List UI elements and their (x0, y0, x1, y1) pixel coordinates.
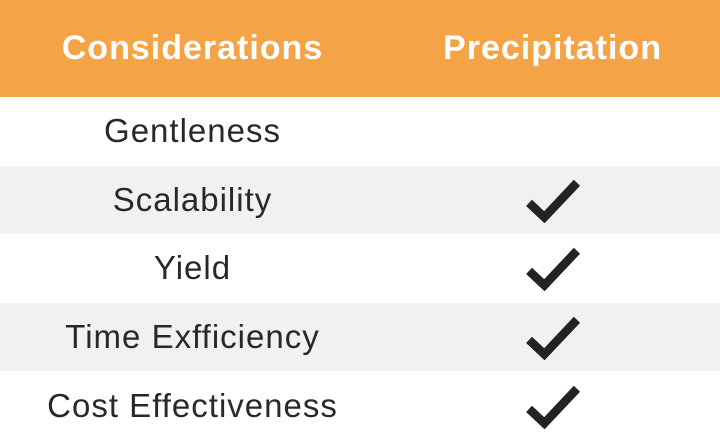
table-row: Cost Effectiveness (0, 371, 720, 440)
header-considerations: Considerations (61, 29, 324, 67)
precipitation-cell (385, 303, 720, 372)
check-icon (525, 248, 580, 292)
table-row: Time Exfficiency (0, 302, 720, 372)
consideration-label: Time Exfficiency (65, 318, 320, 356)
precipitation-cell (385, 371, 720, 440)
consideration-label: Scalability (112, 180, 273, 218)
precipitation-cell (385, 97, 720, 166)
precipitation-cell (385, 234, 720, 303)
precipitation-cell (385, 166, 720, 235)
table-row: Yield (0, 234, 720, 303)
consideration-label: Yield (153, 249, 232, 287)
check-icon (525, 316, 580, 361)
consideration-label: Cost Effectiveness (47, 386, 338, 424)
header-precipitation: Precipitation (443, 29, 662, 67)
table-body: Gentleness Scalability Yield Time Exffic… (0, 97, 720, 440)
consideration-label: Gentleness (104, 112, 281, 150)
table-row: Scalability (0, 165, 720, 235)
table-row: Gentleness (0, 97, 720, 166)
check-icon (525, 179, 580, 223)
check-icon (525, 385, 580, 429)
table-header: Considerations Precipitation (0, 0, 720, 97)
